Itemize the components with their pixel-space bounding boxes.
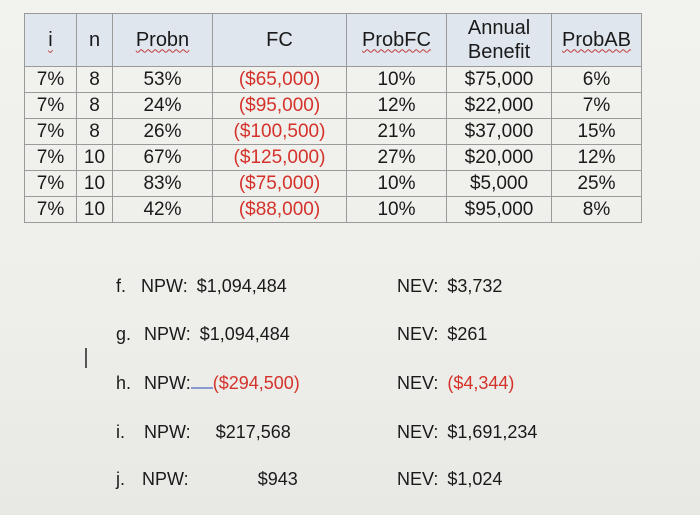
header-i: i bbox=[24, 13, 77, 67]
cell-prob-n: 67% bbox=[112, 144, 213, 171]
nev-label: NEV: bbox=[397, 276, 439, 296]
answer-label: g. bbox=[116, 324, 132, 344]
answer-label: f. bbox=[116, 276, 127, 296]
cell-prob-ab: 25% bbox=[551, 170, 642, 197]
cell-prob-fc: 10% bbox=[346, 170, 447, 197]
cell-benefit: $37,000 bbox=[446, 118, 552, 145]
cell-n: 8 bbox=[76, 118, 113, 145]
nev-h: NEV: ($4,344) bbox=[397, 373, 514, 394]
text-cursor-mark bbox=[85, 348, 87, 368]
nev-value: $261 bbox=[447, 324, 488, 344]
cell-fc: ($75,000) bbox=[212, 170, 347, 197]
answer-label: i. bbox=[116, 422, 125, 442]
cell-prob-n: 53% bbox=[112, 66, 213, 93]
cell-prob-n: 42% bbox=[112, 196, 213, 223]
header-annual-benefit-line1: Annual bbox=[467, 17, 531, 39]
cell-benefit: $22,000 bbox=[446, 92, 552, 119]
cell-prob-n: 26% bbox=[112, 118, 213, 145]
cell-fc: ($125,000) bbox=[212, 144, 347, 171]
cell-prob-n: 83% bbox=[112, 170, 213, 197]
header-annual-benefit: Annual Benefit bbox=[446, 13, 552, 67]
nev-j: NEV: $1,024 bbox=[397, 469, 502, 490]
answer-f: f. NPW: $1,094,484 bbox=[116, 276, 287, 297]
cell-i: 7% bbox=[24, 118, 77, 145]
nev-label: NEV: bbox=[397, 324, 439, 344]
cell-benefit: $95,000 bbox=[446, 196, 552, 223]
cell-prob-ab: 6% bbox=[551, 66, 642, 93]
cell-n: 8 bbox=[76, 66, 113, 93]
nev-g: NEV: $261 bbox=[397, 324, 487, 345]
npw-label: NPW: bbox=[144, 422, 191, 442]
nev-i: NEV: $1,691,234 bbox=[397, 422, 537, 443]
table-row: 7% 10 42% ($88,000) 10% $95,000 8% bbox=[24, 196, 642, 223]
cell-n: 10 bbox=[76, 170, 113, 197]
nev-value: $3,732 bbox=[447, 276, 503, 296]
cell-prob-fc: 27% bbox=[346, 144, 447, 171]
table-row: 7% 8 26% ($100,500) 21% $37,000 15% bbox=[24, 118, 642, 145]
cell-prob-n: 24% bbox=[112, 92, 213, 119]
cell-i: 7% bbox=[24, 92, 77, 119]
nev-label: NEV: bbox=[397, 422, 439, 442]
cell-prob-fc: 10% bbox=[346, 196, 447, 223]
npw-value: $1,094,484 bbox=[199, 324, 290, 344]
answer-label: h. bbox=[116, 373, 132, 393]
header-n: n bbox=[76, 13, 113, 67]
table-row: 7% 8 24% ($95,000) 12% $22,000 7% bbox=[24, 92, 642, 119]
cell-fc: ($65,000) bbox=[212, 66, 347, 93]
npw-value: $1,094,484 bbox=[196, 276, 287, 296]
header-annual-benefit-line2: Benefit bbox=[467, 41, 531, 63]
nev-label: NEV: bbox=[397, 373, 439, 393]
answer-g: g. NPW: $1,094,484 bbox=[116, 324, 290, 345]
header-fc: FC bbox=[212, 13, 347, 67]
cell-fc: ($95,000) bbox=[212, 92, 347, 119]
answer-j: j. NPW: $943 bbox=[116, 469, 298, 490]
answer-label: j. bbox=[116, 469, 125, 489]
answer-blank-line bbox=[190, 373, 213, 389]
cell-prob-ab: 7% bbox=[551, 92, 642, 119]
cell-prob-fc: 10% bbox=[346, 66, 447, 93]
npw-value: ($294,500) bbox=[212, 373, 300, 393]
npw-value: $217,568 bbox=[215, 422, 291, 442]
cell-benefit: $75,000 bbox=[446, 66, 552, 93]
cell-prob-ab: 12% bbox=[551, 144, 642, 171]
cell-i: 7% bbox=[24, 170, 77, 197]
npw-label: NPW: bbox=[141, 276, 188, 296]
cell-i: 7% bbox=[24, 196, 77, 223]
npw-label: NPW: bbox=[142, 469, 189, 489]
header-prob-fc: ProbFC bbox=[346, 13, 447, 67]
table-row: 7% 8 53% ($65,000) 10% $75,000 6% bbox=[24, 66, 642, 93]
cell-fc: ($100,500) bbox=[212, 118, 347, 145]
cell-prob-ab: 15% bbox=[551, 118, 642, 145]
answer-i: i. NPW: $217,568 bbox=[116, 422, 291, 443]
cell-benefit: $5,000 bbox=[446, 170, 552, 197]
cell-n: 10 bbox=[76, 196, 113, 223]
npw-value: $943 bbox=[257, 469, 298, 489]
nev-value: ($4,344) bbox=[447, 373, 515, 393]
table-header-row: i n Probn FC ProbFC Annual Benefit ProbA… bbox=[24, 13, 642, 67]
nev-f: NEV: $3,732 bbox=[397, 276, 502, 297]
npw-label: NPW: bbox=[144, 373, 191, 393]
header-prob-ab: ProbAB bbox=[551, 13, 642, 67]
cell-prob-fc: 21% bbox=[346, 118, 447, 145]
cell-prob-fc: 12% bbox=[346, 92, 447, 119]
table-row: 7% 10 67% ($125,000) 27% $20,000 12% bbox=[24, 144, 642, 171]
nev-label: NEV: bbox=[397, 469, 439, 489]
answer-h: h. NPW: ($294,500) bbox=[116, 373, 300, 394]
cell-n: 8 bbox=[76, 92, 113, 119]
nev-value: $1,024 bbox=[447, 469, 503, 489]
nev-value: $1,691,234 bbox=[447, 422, 538, 442]
cell-fc: ($88,000) bbox=[212, 196, 347, 223]
cell-benefit: $20,000 bbox=[446, 144, 552, 171]
cell-i: 7% bbox=[24, 144, 77, 171]
header-prob-n: Probn bbox=[112, 13, 213, 67]
cell-i: 7% bbox=[24, 66, 77, 93]
cell-prob-ab: 8% bbox=[551, 196, 642, 223]
table-row: 7% 10 83% ($75,000) 10% $5,000 25% bbox=[24, 170, 642, 197]
npw-label: NPW: bbox=[144, 324, 191, 344]
cell-n: 10 bbox=[76, 144, 113, 171]
data-table: i n Probn FC ProbFC Annual Benefit ProbA… bbox=[24, 13, 642, 223]
